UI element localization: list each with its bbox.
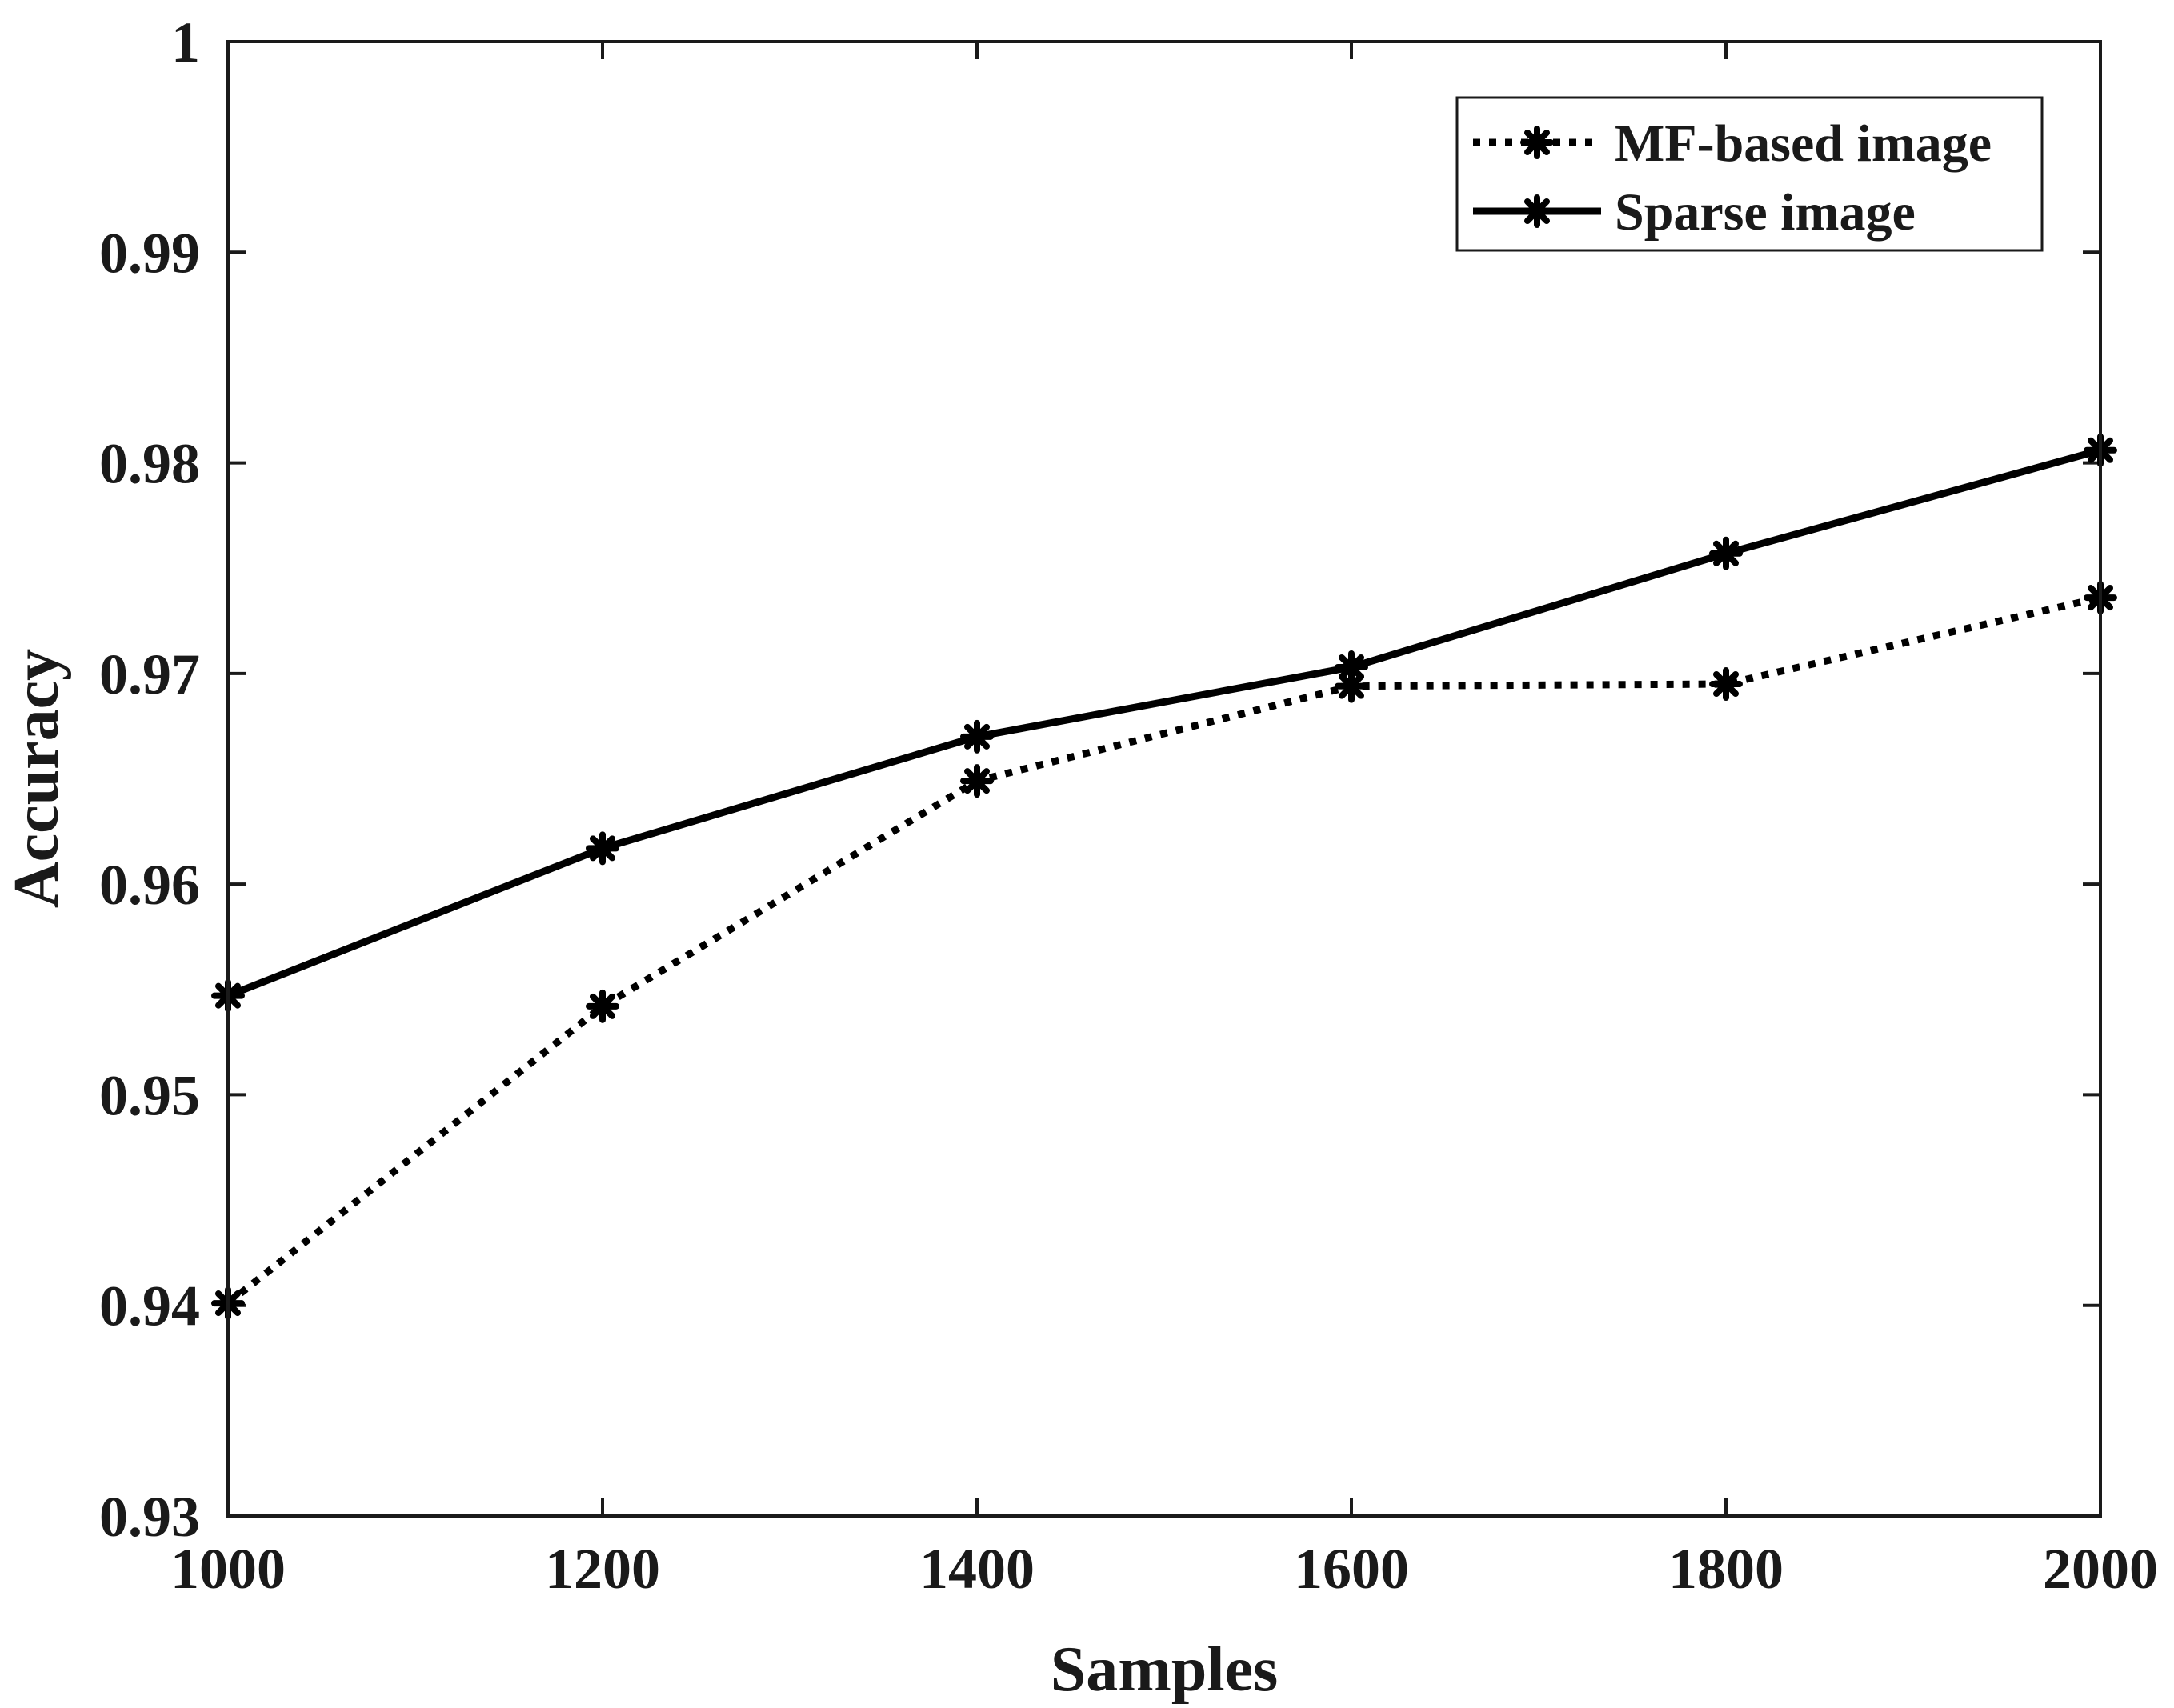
y-tick-label: 0.99 [99,221,200,285]
x-axis-label: Samples [1051,1634,1279,1705]
legend-star-mf-based [1520,126,1554,159]
tick-labels-layer: 1000 1200 1400 1600 1800 2000 0.93 0.94 0.95 0.96… [99,10,2158,1601]
legend-item-sparse: Sparse image [1473,183,1916,242]
y-tick-label: 0.93 [99,1485,200,1549]
legend-item-mf-based: MF-based image [1473,114,1992,173]
legend-marker-sparse [1520,194,1554,228]
legend-label-sparse: Sparse image [1615,183,1916,242]
series-line-sparse-image [226,446,2102,999]
data-point-sparse-image [1709,536,1743,570]
legend-marker-mf-based [1520,126,1554,159]
x-tick-label: 1000 [170,1537,286,1601]
y-tick-label: 0.94 [99,1274,200,1338]
y-tick-label: 1 [171,10,200,74]
legend: MF-based image Sparse image [1455,96,2044,252]
series-line-mf-based-image [226,594,2102,1306]
data-point-mf-based-image [586,989,619,1023]
data-point-sparse-image [586,831,619,866]
y-tick-label: 0.98 [99,432,200,496]
y-tick-label: 0.96 [99,853,200,917]
x-tick-label: 1200 [545,1537,660,1601]
y-axis-label: Accuracy [2,649,72,908]
plot-area-frame [226,40,2102,1518]
legend-star-sparse [1520,194,1554,228]
x-tick-label: 2000 [2043,1537,2158,1601]
data-point-mf-based-image [1709,667,1743,702]
legend-label-mf-based: MF-based image [1615,114,1992,173]
data-point-sparse-image [960,719,994,754]
x-tick-label: 1600 [1294,1537,1409,1601]
x-tick-label: 1400 [919,1537,1035,1601]
data-point-sparse-image [1335,650,1368,684]
x-tick-label: 1800 [1668,1537,1784,1601]
data-point-mf-based-image [960,764,994,798]
y-tick-label: 0.95 [99,1063,200,1127]
y-tick-label: 0.97 [99,642,200,706]
legend-box [1455,96,2044,252]
